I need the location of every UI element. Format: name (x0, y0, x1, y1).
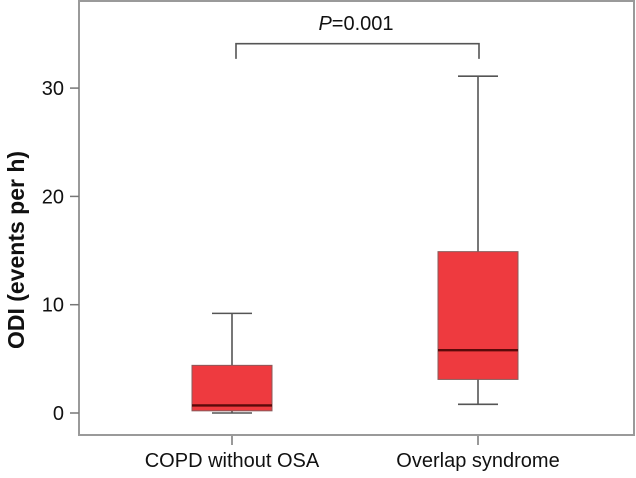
iqr-box (191, 364, 273, 412)
x-tick-label: COPD without OSA (145, 450, 320, 472)
y-axis: 0 10 20 30 (42, 78, 79, 425)
x-axis: COPD without OSA Overlap syndrome (145, 436, 560, 472)
box-group (437, 75, 519, 406)
plot-frame (78, 0, 635, 436)
box-group (191, 312, 273, 414)
p-symbol: P (318, 13, 332, 35)
p-value-label: P=0.001 (318, 13, 393, 35)
iqr-box (437, 251, 519, 380)
y-tick-label: 20 (42, 186, 64, 208)
x-tick-label: Overlap syndrome (396, 450, 559, 472)
boxes (191, 75, 519, 414)
y-tick-label: 10 (42, 295, 64, 317)
significance-bracket (235, 42, 480, 59)
y-tick-label: 30 (42, 78, 64, 100)
y-tick-label: 0 (53, 403, 64, 425)
p-value: =0.001 (332, 13, 394, 35)
y-axis-label: ODI (events per h) (3, 151, 29, 349)
significance-annotation: P=0.001 (235, 13, 480, 59)
